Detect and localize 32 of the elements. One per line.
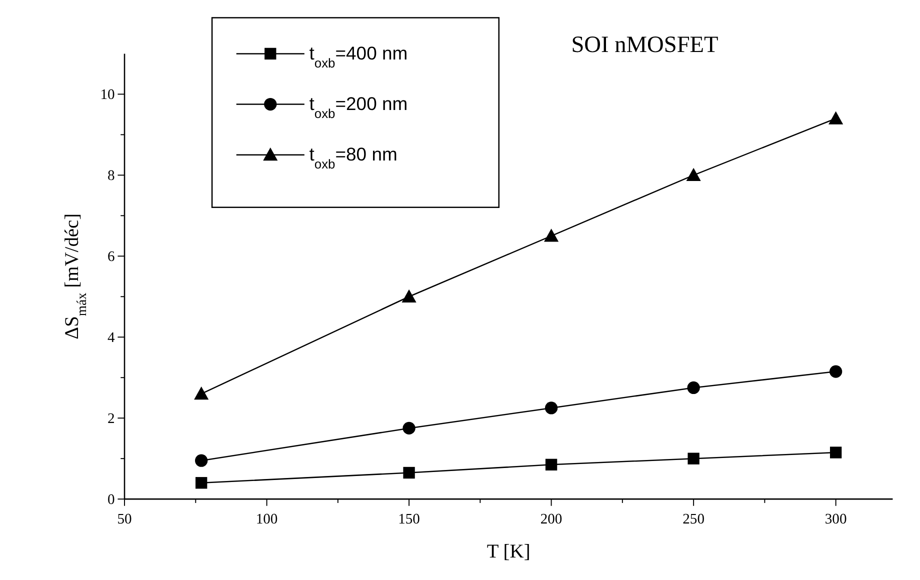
y-tick-label: 0: [107, 492, 115, 508]
point: [688, 452, 700, 464]
point: [830, 446, 842, 458]
x-axis-title: T [K]: [486, 541, 530, 562]
point: [194, 386, 209, 400]
point: [544, 228, 559, 242]
point: [830, 365, 842, 378]
point: [402, 422, 416, 435]
x-tick-label: 100: [256, 511, 278, 528]
x-tick-label: 250: [682, 511, 704, 528]
point: [687, 381, 700, 394]
point: [195, 454, 208, 467]
x-tick-label: 50: [117, 511, 132, 528]
y-tick-label: 10: [100, 87, 115, 104]
point: [402, 289, 416, 302]
legend-label: t$_{oxb}$=80 nm: [309, 144, 398, 172]
point: [403, 466, 415, 479]
y-tick-label: 8: [107, 168, 115, 184]
point: [196, 477, 208, 489]
y-tick-label: 4: [107, 330, 116, 346]
y-tick-label: 2: [107, 410, 115, 427]
x-tick-label: 300: [824, 511, 847, 528]
y-tick-label: 6: [107, 249, 115, 266]
point: [828, 111, 844, 124]
chart-title: SOI nMOSFET: [571, 32, 718, 58]
point: [686, 168, 701, 181]
x-tick-label: 200: [540, 511, 562, 528]
x-tick-label: 150: [398, 511, 420, 528]
point: [544, 402, 558, 414]
legend-label: t$_{oxb}$=400 nm: [309, 42, 408, 70]
legend-label: t$_{oxb}$=200 nm: [309, 93, 408, 121]
point: [545, 458, 558, 470]
